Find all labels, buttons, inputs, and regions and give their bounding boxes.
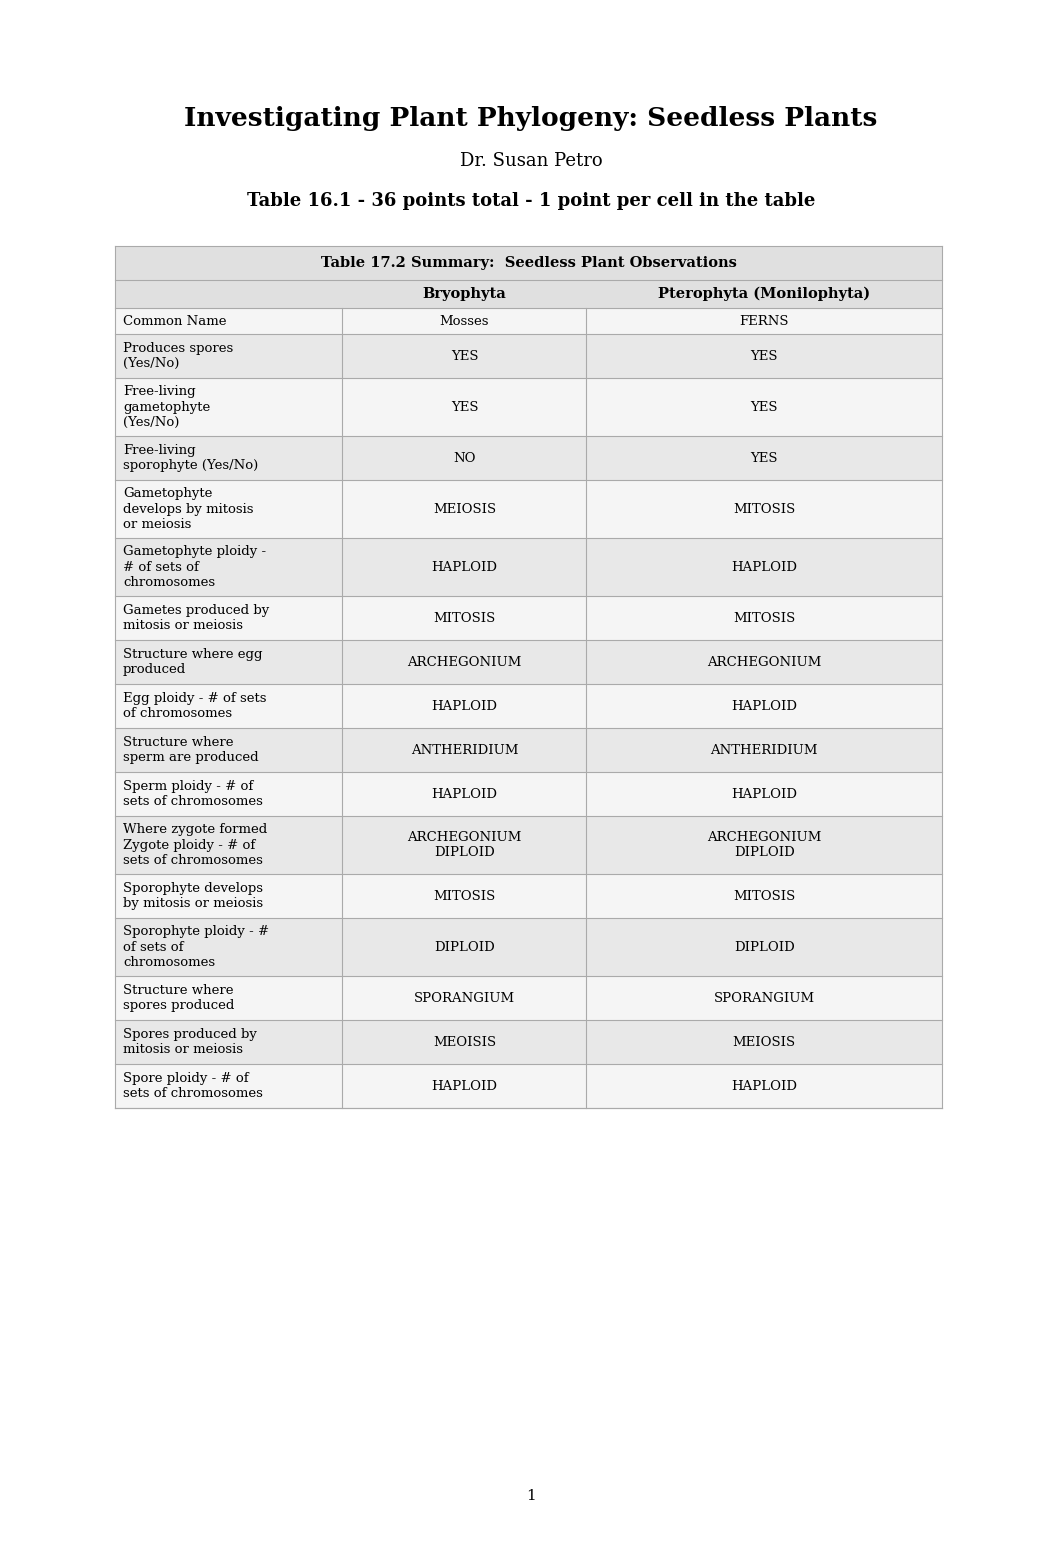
Text: Spore ploidy - # of
sets of chromosomes: Spore ploidy - # of sets of chromosomes [123,1072,263,1100]
Text: ANTHERIDIUM: ANTHERIDIUM [411,744,518,756]
Text: YES: YES [450,400,478,414]
Text: MITOSIS: MITOSIS [433,890,496,902]
Bar [115,378,942,436]
Text: MEIOSIS: MEIOSIS [433,503,496,515]
Text: YES: YES [450,350,478,363]
Text: ARCHEGONIUM: ARCHEGONIUM [707,655,821,669]
Text: SPORANGIUM: SPORANGIUM [714,991,815,1005]
Text: SPORANGIUM: SPORANGIUM [414,991,515,1005]
Text: HAPLOID: HAPLOID [431,1080,497,1092]
Text: DIPLOID: DIPLOID [434,940,495,954]
Text: FERNS: FERNS [739,314,789,327]
Bar [115,918,942,976]
Text: ANTHERIDIUM: ANTHERIDIUM [710,744,818,756]
Bar [115,436,942,479]
Text: Structure where
spores produced: Structure where spores produced [123,983,235,1013]
Text: HAPLOID: HAPLOID [732,1080,798,1092]
Text: HAPLOID: HAPLOID [431,560,497,574]
Text: HAPLOID: HAPLOID [732,787,798,800]
Bar [115,772,942,815]
Bar [115,246,942,280]
Text: Sporophyte ploidy - #
of sets of
chromosomes: Sporophyte ploidy - # of sets of chromos… [123,924,269,969]
Text: HAPLOID: HAPLOID [431,700,497,713]
Text: Egg ploidy - # of sets
of chromosomes: Egg ploidy - # of sets of chromosomes [123,692,267,720]
Text: Gametophyte
develops by mitosis
or meiosis: Gametophyte develops by mitosis or meios… [123,487,254,531]
Text: Free-living
gametophyte
(Yes/No): Free-living gametophyte (Yes/No) [123,384,210,429]
Text: MITOSIS: MITOSIS [733,503,795,515]
Text: Sporophyte develops
by mitosis or meiosis: Sporophyte develops by mitosis or meiosi… [123,882,263,910]
Bar [115,596,942,640]
Text: Table 17.2 Summary:  Seedless Plant Observations: Table 17.2 Summary: Seedless Plant Obser… [321,257,736,271]
Bar [115,1064,942,1108]
Text: HAPLOID: HAPLOID [732,700,798,713]
Bar [115,538,942,596]
Text: HAPLOID: HAPLOID [431,787,497,800]
Text: Free-living
sporophyte (Yes/No): Free-living sporophyte (Yes/No) [123,443,258,473]
Text: Produces spores
(Yes/No): Produces spores (Yes/No) [123,342,234,370]
Text: Where zygote formed
Zygote ploidy - # of
sets of chromosomes: Where zygote formed Zygote ploidy - # of… [123,823,268,867]
Text: YES: YES [751,400,778,414]
Text: Dr. Susan Petro: Dr. Susan Petro [460,152,602,170]
Bar [115,1021,942,1064]
Text: ARCHEGONIUM
DIPLOID: ARCHEGONIUM DIPLOID [707,831,821,859]
Text: NO: NO [453,451,476,465]
Text: MITOSIS: MITOSIS [733,890,795,902]
Bar [115,976,942,1021]
Text: MEOISIS: MEOISIS [433,1035,496,1049]
Text: Structure where
sperm are produced: Structure where sperm are produced [123,736,259,764]
Bar [115,335,942,378]
Text: HAPLOID: HAPLOID [732,560,798,574]
Text: Investigating Plant Phylogeny: Seedless Plants: Investigating Plant Phylogeny: Seedless … [185,106,877,131]
Bar [115,479,942,538]
Text: Sperm ploidy - # of
sets of chromosomes: Sperm ploidy - # of sets of chromosomes [123,780,263,808]
Bar [115,685,942,728]
Bar [115,728,942,772]
Text: 1: 1 [526,1489,536,1503]
Text: Pterophyta (Monilophyta): Pterophyta (Monilophyta) [658,286,870,302]
Text: Gametes produced by
mitosis or meiosis: Gametes produced by mitosis or meiosis [123,604,270,632]
Text: Spores produced by
mitosis or meiosis: Spores produced by mitosis or meiosis [123,1029,257,1057]
Text: DIPLOID: DIPLOID [734,940,794,954]
Text: ARCHEGONIUM: ARCHEGONIUM [407,655,521,669]
Text: MITOSIS: MITOSIS [433,612,496,624]
Bar [115,280,942,308]
Text: Common Name: Common Name [123,314,226,327]
Text: YES: YES [751,451,778,465]
Bar [115,874,942,918]
Bar [115,308,942,335]
Text: YES: YES [751,350,778,363]
Text: MITOSIS: MITOSIS [733,612,795,624]
Text: ARCHEGONIUM
DIPLOID: ARCHEGONIUM DIPLOID [407,831,521,859]
Bar [115,640,942,685]
Bar [115,815,942,874]
Text: Mosses: Mosses [440,314,490,327]
Text: MEIOSIS: MEIOSIS [733,1035,795,1049]
Text: Structure where egg
produced: Structure where egg produced [123,647,262,677]
Text: Table 16.1 - 36 points total - 1 point per cell in the table: Table 16.1 - 36 points total - 1 point p… [246,191,816,210]
Text: Gametophyte ploidy -
# of sets of
chromosomes: Gametophyte ploidy - # of sets of chromo… [123,545,267,590]
Text: Bryophyta: Bryophyta [423,286,507,300]
